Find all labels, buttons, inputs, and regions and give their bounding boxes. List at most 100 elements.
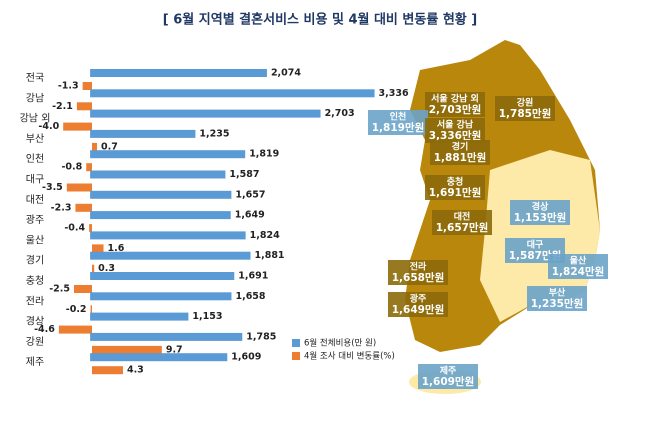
bar <box>90 251 251 260</box>
legend-label: 4월 조사 대비 변동률(%) <box>304 351 395 362</box>
category-label: 강남 외 <box>20 113 51 125</box>
value-label: 1,587 <box>229 169 259 180</box>
legend-label: 6월 전체비용(만 원) <box>304 338 376 349</box>
value-label: -0.8 <box>61 162 82 173</box>
bar <box>58 325 92 334</box>
category-label: 제주 <box>26 356 44 368</box>
map-label-value: 1,153만원 <box>514 211 567 224</box>
category-label: 인천 <box>26 153 44 165</box>
map-label-name: 경기 <box>452 141 469 153</box>
map-label-value: 1,785만원 <box>499 107 552 120</box>
map-label-name: 서울 강남 외 <box>431 93 479 105</box>
map-label-box <box>425 92 485 117</box>
map-label-value: 1,235만원 <box>531 297 584 310</box>
map-label-value: 2,703만원 <box>429 103 482 116</box>
bar <box>90 353 228 362</box>
bar <box>75 203 92 212</box>
map-label-box <box>430 140 490 165</box>
bar <box>90 150 246 159</box>
value-label: 0.7 <box>101 141 118 152</box>
value-label: 1,649 <box>235 210 265 221</box>
map-label-name: 울산 <box>570 255 587 267</box>
bar <box>90 190 232 199</box>
map-label-name: 서울 강남 <box>437 119 474 131</box>
map-label-name: 인천 <box>390 112 407 123</box>
value-label: 2,703 <box>325 108 355 119</box>
category-label: 충청 <box>26 275 44 287</box>
bar <box>90 332 243 341</box>
bar <box>90 129 196 138</box>
category-label: 경상 <box>26 315 44 328</box>
value-label: 1,819 <box>249 149 279 160</box>
map-label-name: 부산 <box>549 287 566 299</box>
map-label-box <box>425 118 485 143</box>
value-label: 1,153 <box>192 311 222 322</box>
value-label: 1,691 <box>238 271 268 282</box>
category-label: 울산 <box>26 234 44 246</box>
value-label: 1,235 <box>199 128 229 139</box>
value-label: -2.5 <box>49 284 70 295</box>
map-label-value: 1,691만원 <box>429 186 482 199</box>
bar <box>90 211 231 220</box>
map-label-value: 1,824만원 <box>552 265 605 278</box>
map-label-box <box>388 260 448 285</box>
bar <box>90 69 267 77</box>
value-label: 1,824 <box>250 230 280 241</box>
value-label: -0.2 <box>66 304 87 315</box>
value-label: 3,336 <box>379 88 409 99</box>
bar <box>90 305 92 314</box>
map-label-box <box>418 364 478 389</box>
bar <box>90 109 321 118</box>
category-label: 광주 <box>26 214 44 226</box>
bar <box>66 183 92 192</box>
bar <box>74 285 92 293</box>
category-label: 전라 <box>26 295 44 307</box>
map-label-name: 강원 <box>517 97 534 109</box>
value-label: 1,657 <box>235 189 265 200</box>
value-label: 1,785 <box>246 331 276 342</box>
map-label-value: 1,819만원 <box>372 121 425 134</box>
legend-swatch <box>292 339 300 347</box>
value-label: -4.6 <box>34 324 55 335</box>
value-label: 9.7 <box>166 344 183 355</box>
bar <box>90 170 226 179</box>
category-label: 강남 <box>26 92 44 104</box>
bar <box>63 122 92 131</box>
bar <box>90 312 189 321</box>
value-label: 1,609 <box>231 352 261 363</box>
bar <box>92 142 98 151</box>
map-label-value: 1,609만원 <box>422 375 475 388</box>
category-label: 전국 <box>26 72 44 84</box>
map-label-box <box>510 200 570 225</box>
category-label: 부산 <box>26 133 44 145</box>
bar <box>76 102 92 111</box>
map-label-box <box>527 286 587 311</box>
map-label-box <box>368 110 428 135</box>
map-label-box <box>425 175 485 200</box>
bar <box>92 366 123 375</box>
map-label-value: 3,336만원 <box>429 129 482 142</box>
map-label-value: 1,657만원 <box>436 221 489 234</box>
legend-swatch <box>292 352 300 360</box>
map-label-name: 대전 <box>454 211 471 223</box>
map-label-name: 대구 <box>527 239 544 251</box>
bar <box>90 272 235 280</box>
bar <box>90 231 246 240</box>
value-label: 1,881 <box>254 250 284 261</box>
map-label-name: 광주 <box>410 293 427 305</box>
value-label: -2.1 <box>52 101 73 112</box>
map-label-value: 1,881만원 <box>434 151 487 164</box>
map-label-box <box>495 96 555 121</box>
map-label-name: 전라 <box>410 261 427 273</box>
value-label: 4.3 <box>127 365 144 376</box>
map-label-box <box>548 254 608 279</box>
value-label: 0.3 <box>98 263 115 274</box>
bar <box>92 244 104 253</box>
chart-title: [ 6월 지역별 결혼서비스 비용 및 4월 대비 변동률 현황 ] <box>163 12 477 28</box>
bar <box>86 163 92 172</box>
bar <box>92 345 162 354</box>
value-label: -2.3 <box>51 202 72 213</box>
value-label: 1.6 <box>108 243 125 254</box>
